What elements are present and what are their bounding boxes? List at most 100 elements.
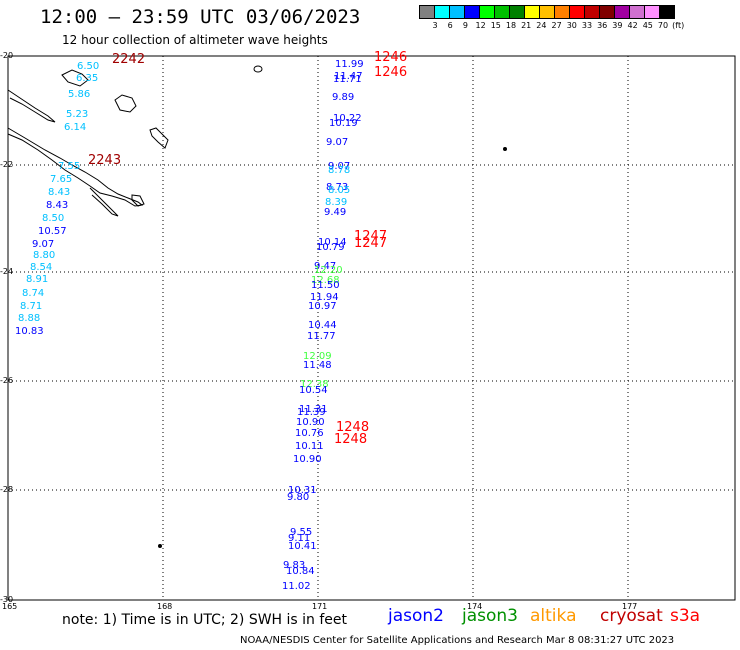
color-scale-label: 42 <box>627 21 638 30</box>
satellite-legend-cryosat: cryosat <box>600 606 663 626</box>
pass-time-label: 1246 <box>374 65 407 80</box>
longitude-label: 171 <box>312 602 328 611</box>
color-scale-label: 15 <box>490 21 501 30</box>
wave-height-reading: 11.50 <box>311 280 340 291</box>
wave-height-reading: 10.22 <box>333 113 362 124</box>
wave-height-reading: 10.97 <box>308 301 337 312</box>
longitude-label: 165 <box>2 602 18 611</box>
wave-height-reading: 8.88 <box>18 313 40 324</box>
color-scale-label: 24 <box>536 21 547 30</box>
wave-height-reading: 12.68 <box>311 275 340 286</box>
pass-time-label: 1248 <box>334 432 367 447</box>
wave-height-reading: 10.31 <box>288 485 317 496</box>
longitude-label: 168 <box>157 602 173 611</box>
wave-height-reading: 11.02 <box>282 581 311 592</box>
color-scale-label: 70 <box>657 21 669 30</box>
wave-height-reading: 10.83 <box>15 326 44 337</box>
graticule <box>8 56 735 600</box>
map-frame <box>7 55 736 601</box>
wave-height-reading: 9.89 <box>332 92 354 103</box>
wave-height-reading: 10.79 <box>316 242 345 253</box>
pass-time-label: 1247 <box>354 229 387 244</box>
satellite-legend-jason2: jason2 <box>388 606 444 626</box>
wave-height-reading: 8.73 <box>326 182 348 193</box>
wave-height-reading: 8.74 <box>22 288 44 299</box>
color-scale-label: 45 <box>642 21 653 30</box>
color-scale-label: 9 <box>462 21 468 30</box>
wave-height-reading: 5.23 <box>66 109 88 120</box>
wave-height-reading: 9.55 <box>290 527 312 538</box>
map-subtitle: 12 hour collection of altimeter wave hei… <box>62 33 328 47</box>
wave-height-reading: 11.31 <box>299 404 328 415</box>
latitude-label: -30 <box>0 595 14 604</box>
satellite-legend-jason3: jason3 <box>462 606 518 626</box>
color-scale-label: 36 <box>597 21 608 30</box>
wave-height-reading: 11.48 <box>303 360 332 371</box>
wave-height-reading: 10.90 <box>296 417 325 428</box>
wave-height-reading: 12.20 <box>314 265 343 276</box>
color-scale-label: (ft) <box>672 21 685 30</box>
latitude-label: -26 <box>0 376 14 385</box>
wave-height-reading: 9.11 <box>288 533 310 544</box>
wave-height-reading: 9.49 <box>324 207 346 218</box>
color-scale-label: 30 <box>566 21 577 30</box>
pass-time-label: 1248 <box>336 420 369 435</box>
pass-time-label: 2243 <box>88 153 121 168</box>
wave-height-reading: 10.57 <box>38 226 67 237</box>
pass-time-label: 1246 <box>374 50 407 65</box>
wave-height-reading: 7.55 <box>58 161 80 172</box>
satellite-legend-altika: altika <box>530 606 577 626</box>
color-scale-label: 21 <box>521 21 532 30</box>
wave-height-reading: 9.47 <box>314 261 336 272</box>
longitude-label: 174 <box>467 602 483 611</box>
wave-height-reading: 8.78 <box>328 165 350 176</box>
color-scale-label: 27 <box>551 21 562 30</box>
footer-credit: NOAA/NESDIS Center for Satellite Applica… <box>240 635 675 646</box>
wave-height-reading: 5.86 <box>68 89 90 100</box>
wave-height-reading: 9.07 <box>328 161 350 172</box>
color-scale-label: 12 <box>475 21 486 30</box>
wave-height-reading: 12.09 <box>303 351 332 362</box>
wave-height-reading: 6.14 <box>64 122 86 133</box>
color-scale-label: 18 <box>505 21 517 30</box>
wave-height-readings: 6.506.35 5.86 5.23 6.14 7.55 7.65 8.43 8.43 8.50… <box>15 59 364 592</box>
pass-time-label: 1247 <box>354 236 387 251</box>
wave-height-reading: 10.19 <box>329 118 358 129</box>
wave-height-reading: 10.41 <box>288 541 317 552</box>
wave-height-reading: 6.50 <box>77 61 99 72</box>
wave-height-reading: 10.14 <box>318 237 347 248</box>
longitude-label: 177 <box>622 602 638 611</box>
color-scale-label: 6 <box>447 21 453 30</box>
wave-height-reading: 8.39 <box>325 197 347 208</box>
latitude-label: -20 <box>0 51 14 60</box>
wave-height-reading: 8.71 <box>20 301 42 312</box>
wave-height-reading: 8.91 <box>26 274 48 285</box>
color-scale-label: 39 <box>612 21 623 30</box>
latitude-label: -28 <box>0 485 14 494</box>
wave-height-reading: 8.80 <box>33 250 55 261</box>
wave-height-reading: 8.43 <box>48 187 70 198</box>
color-scale-label: 33 <box>581 21 593 30</box>
wave-height-reading: 9.83 <box>283 560 305 571</box>
satellite-legend-s3a: s3a <box>670 606 701 626</box>
wave-height-reading: 9.80 <box>287 492 309 503</box>
color-scale-label: 3 <box>432 21 438 30</box>
footer-note: note: 1) Time is in UTC; 2) SWH is in fe… <box>62 612 348 628</box>
wave-height-reading: 8.43 <box>46 200 68 211</box>
wave-height-reading: 10.44 <box>308 320 337 331</box>
color-scale-swatch <box>659 5 675 19</box>
wave-height-reading: 8.54 <box>30 262 52 273</box>
wave-height-reading: 11.77 <box>307 331 336 342</box>
wave-height-reading: 11.94 <box>310 292 339 303</box>
wave-height-reading: 9.07 <box>326 137 348 148</box>
wave-height-reading: 10.84 <box>286 566 315 577</box>
wave-height-reading: 11.47 <box>334 71 363 82</box>
wave-height-reading: 10.54 <box>299 385 328 396</box>
wave-height-reading: 10.11 <box>295 441 324 452</box>
pass-time-label: 2242 <box>112 52 145 67</box>
wave-height-reading: 11.99 <box>335 59 364 70</box>
wave-height-reading: 11.39 <box>297 407 326 418</box>
wave-height-reading: 11.71 <box>333 74 362 85</box>
